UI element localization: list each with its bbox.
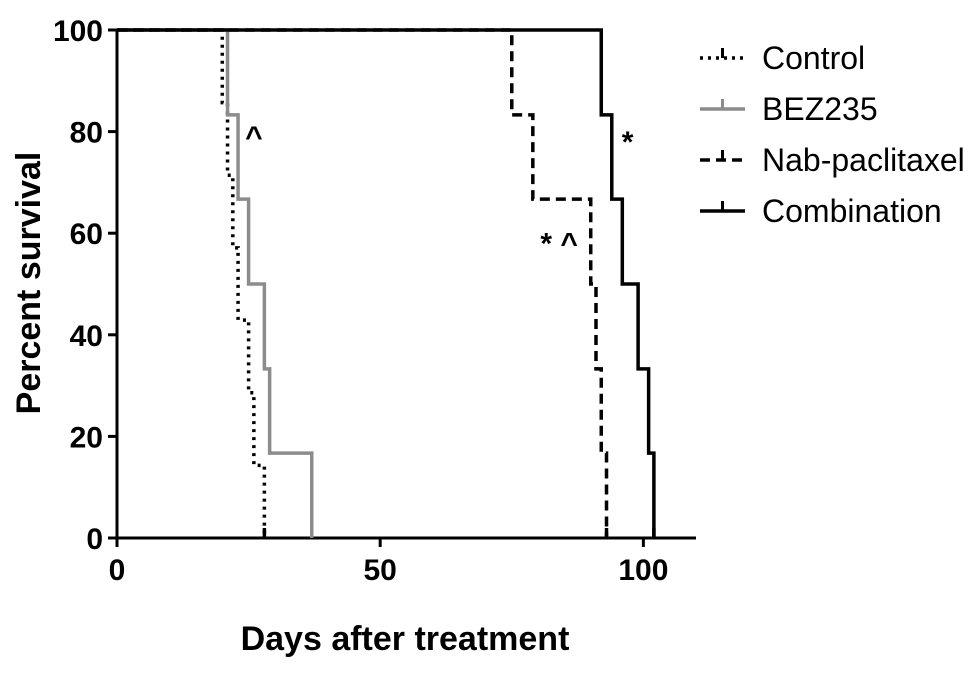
y-tick-label: 20: [70, 421, 103, 454]
legend-label: BEZ235: [762, 91, 878, 127]
annotations: ^ * * ^: [245, 121, 634, 261]
legend-label: Nab-paclitaxel: [762, 142, 965, 178]
y-tick-label: 0: [86, 523, 103, 556]
axes: 0 20 40 60 80 100 0 50 100: [53, 15, 696, 587]
legend-label: Control: [762, 40, 865, 76]
significance-annotation: ^: [245, 121, 263, 154]
legend-label: Combination: [762, 193, 942, 229]
x-tick-label: 100: [618, 554, 668, 587]
legend: Control BEZ235 Nab-paclitaxel Combination: [700, 40, 965, 229]
series-line-combination: [117, 28, 656, 538]
y-tick-label: 80: [70, 117, 103, 150]
x-axis-title: Days after treatment: [241, 620, 570, 658]
y-tick-label: 60: [70, 218, 103, 251]
y-tick-label: 100: [53, 15, 103, 48]
series-layer: [117, 28, 656, 538]
significance-annotation: *: [622, 126, 634, 159]
y-tick-label: 40: [70, 320, 103, 353]
x-tick-label: 0: [109, 554, 126, 587]
significance-annotation: * ^: [540, 228, 578, 261]
series-line-nab-paclitaxel: [117, 28, 609, 538]
series-line-control: [117, 28, 267, 538]
series-line-bez235: [117, 28, 314, 538]
y-axis-title: Percent survival: [10, 152, 48, 415]
x-tick-label: 50: [363, 554, 396, 587]
